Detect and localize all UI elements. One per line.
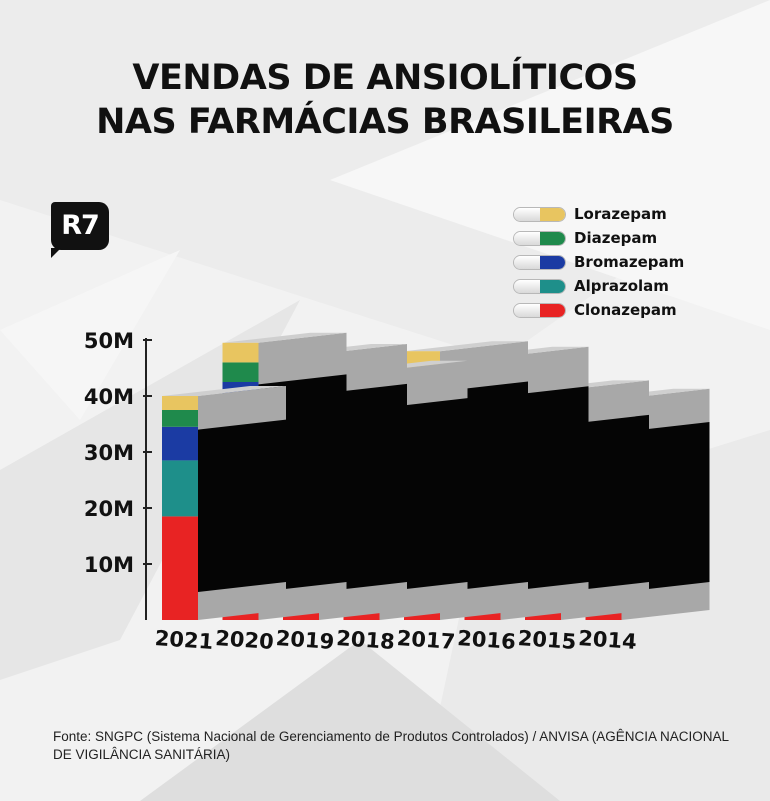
bar-segment-lorazepam [222,342,259,363]
legend-label: Lorazepam [574,205,667,223]
capsule-icon [513,254,566,270]
legend-label: Clonazepam [574,301,677,319]
chart-title: VENDAS DE ANSIOLÍTICOS NAS FARMÁCIAS BRA… [0,56,770,144]
x-tick-label: 2019 [275,626,335,654]
x-tick-label: 2016 [457,626,517,654]
x-tick-label: 2020 [215,626,275,654]
bar-segment-bromazepam [162,426,198,461]
bar-segment-diazepam [222,362,259,382]
x-tick-label: 2021 [154,626,214,654]
legend-item-clonazepam: Clonazepam [513,298,743,322]
chart-legend: Lorazepam Diazepam Bromazepam Alprazolam Clo… [513,202,743,322]
y-tick-label: 30M [84,441,134,465]
legend-item-lorazepam: Lorazepam [513,202,743,226]
x-tick-label: 2014 [578,626,638,654]
capsule-icon [513,302,566,318]
capsule-icon [513,206,566,222]
y-tick-label: 50M [84,329,134,353]
x-tick-label: 2018 [336,626,396,654]
bar-top-face [222,332,347,343]
capsule-icon [513,230,566,246]
bar-segment-clonazepam [162,516,198,620]
bar-segment-alprazolam [162,460,198,517]
bar-segment-diazepam [162,410,198,427]
y-tick-label: 20M [84,497,134,521]
x-tick-label: 2015 [517,626,577,654]
legend-label: Diazepam [574,229,658,247]
legend-item-bromazepam: Bromazepam [513,250,743,274]
bar-top-face [162,386,286,396]
y-tick-label: 40M [84,385,134,409]
legend-label: Bromazepam [574,253,685,271]
title-line-2: NAS FARMÁCIAS BRASILEIRAS [96,102,674,142]
legend-item-diazepam: Diazepam [513,226,743,250]
legend-label: Alprazolam [574,277,669,295]
x-tick-label: 2017 [396,626,456,654]
bar-side-shadow [198,419,286,592]
r7-logo: R7 [51,202,109,258]
capsule-icon [513,278,566,294]
legend-item-alprazolam: Alprazolam [513,274,743,298]
title-line-1: VENDAS DE ANSIOLÍTICOS [132,58,638,98]
y-tick-label: 10M [84,553,134,577]
source-note: Fonte: SNGPC (Sistema Nacional de Gerenc… [53,729,729,762]
bar-segment-lorazepam [162,396,198,410]
bar-top-face [404,341,528,352]
